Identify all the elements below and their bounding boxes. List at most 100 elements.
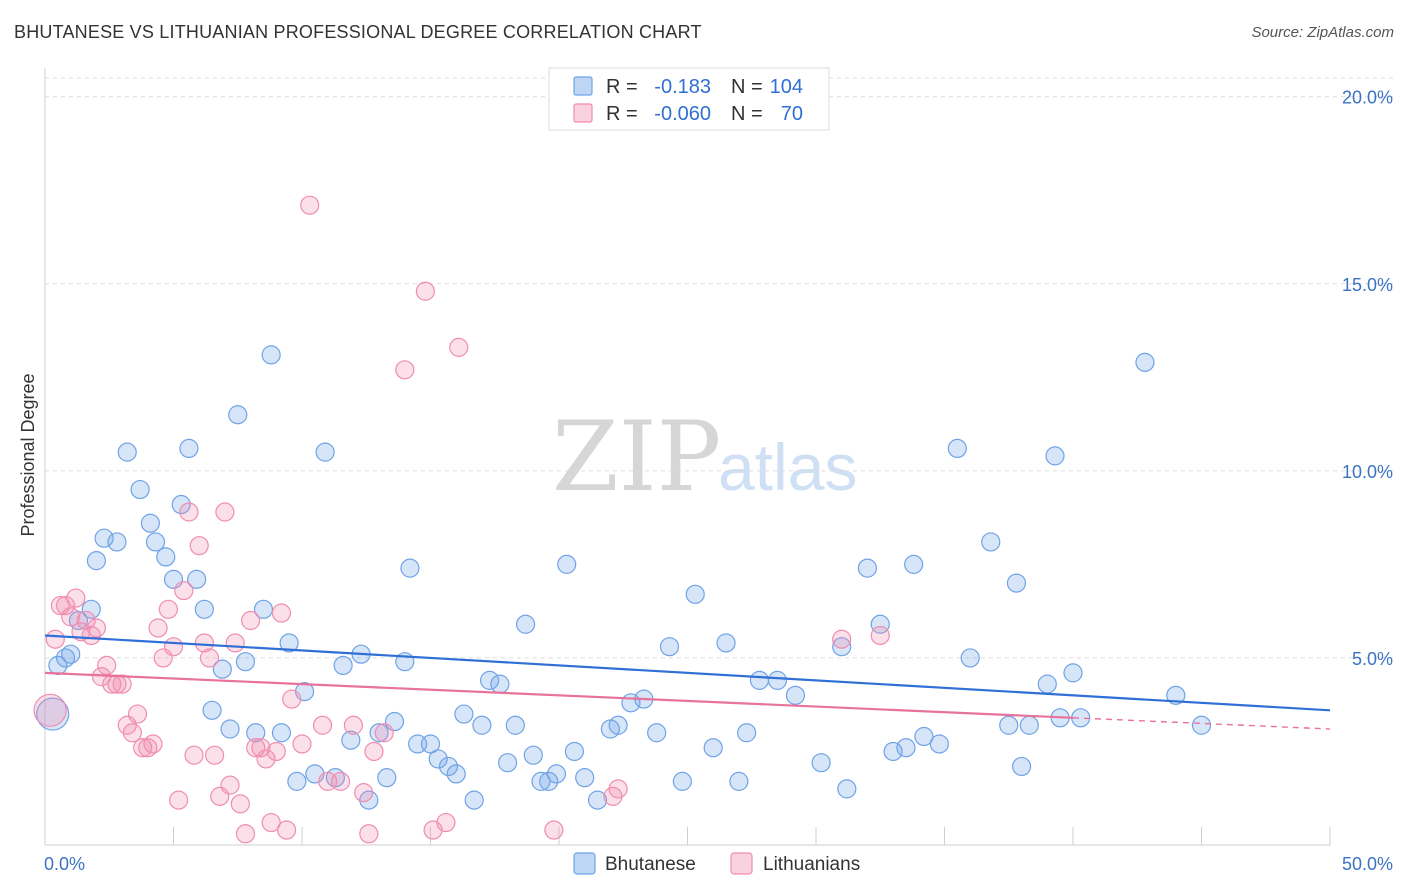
point-bhutanese	[117, 442, 137, 462]
point-bhutanese	[86, 551, 107, 571]
x-tick-labels: 0.0% 50.0%	[44, 854, 1393, 874]
point-bhutanese	[857, 558, 878, 578]
point-bhutanese	[202, 700, 222, 720]
point-bhutanese	[914, 726, 934, 747]
watermark: ZIP atlas	[552, 401, 857, 513]
point-lithuanians	[55, 595, 76, 616]
y-tick-label: 10.0%	[1342, 462, 1393, 482]
point-bhutanese	[130, 479, 150, 500]
point-lithuanians	[241, 610, 261, 631]
point-lithuanians	[266, 741, 286, 762]
point-lithuanians	[330, 771, 351, 791]
series-legend-swatch-lithuanians	[730, 852, 753, 875]
legend-n-value-1: 70	[781, 103, 803, 125]
point-bhutanese	[811, 753, 831, 773]
stats-legend-box	[548, 67, 830, 131]
point-bhutanese	[55, 648, 76, 668]
series-legend-swatch-bhutanese	[573, 852, 596, 875]
series-legend-label-lithuanians: Lithuanians	[763, 854, 860, 875]
point-lithuanians	[364, 741, 384, 762]
point-lithuanians	[215, 502, 235, 522]
point-bhutanese	[1006, 573, 1027, 593]
point-bhutanese	[235, 652, 256, 672]
point-bhutanese	[1011, 756, 1032, 777]
watermark-zip: ZIP	[552, 401, 721, 513]
point-lithuanians	[133, 738, 153, 758]
point-bhutanese	[287, 771, 307, 791]
trend-line-lithuanians-extension	[1072, 717, 1331, 730]
point-lithuanians	[158, 599, 178, 619]
point-lithuanians	[225, 633, 245, 653]
point-lithuanians	[230, 794, 250, 814]
point-bhutanese	[837, 779, 857, 799]
point-bhutanese	[61, 644, 81, 664]
point-bhutanese	[1037, 674, 1057, 694]
point-bhutanese	[377, 768, 397, 788]
point-bhutanese	[904, 554, 924, 574]
point-bhutanese	[81, 599, 101, 619]
point-bhutanese	[749, 670, 770, 690]
point-bhutanese	[438, 756, 459, 777]
point-bhutanese	[729, 771, 749, 791]
point-lithuanians	[276, 820, 297, 840]
point-bhutanese	[369, 723, 389, 743]
point-lithuanians	[449, 337, 469, 357]
point-bhutanese	[515, 614, 536, 634]
point-lithuanians	[256, 749, 276, 769]
point-lithuanians	[261, 812, 281, 833]
point-bhutanese	[454, 704, 474, 724]
point-lithuanians	[66, 588, 86, 608]
point-bhutanese	[156, 547, 176, 567]
point-lithuanians	[61, 607, 81, 627]
point-lithuanians	[184, 745, 204, 765]
legend-swatch-lithuanians	[573, 103, 593, 123]
point-bhutanese	[1166, 685, 1186, 705]
point-bhutanese	[246, 723, 266, 743]
point-lithuanians	[194, 633, 214, 653]
point-bhutanese	[539, 771, 559, 791]
point-bhutanese	[279, 633, 299, 653]
point-bhutanese	[220, 719, 240, 739]
point-bhutanese	[94, 528, 114, 548]
point-bhutanese	[498, 753, 518, 773]
point-bhutanese	[767, 670, 788, 690]
point-bhutanese	[531, 771, 551, 791]
y-tick-label: 15.0%	[1342, 275, 1393, 295]
point-lithuanians	[205, 745, 225, 765]
point-bhutanese	[929, 734, 949, 754]
point-lithuanians	[832, 629, 852, 649]
point-lithuanians	[199, 648, 220, 668]
point-bhutanese	[1063, 663, 1083, 683]
point-bhutanese	[737, 723, 757, 743]
legend-n-label-1: N =	[731, 103, 763, 125]
y-tick-labels: 5.0% 10.0% 15.0% 20.0%	[1342, 88, 1393, 669]
point-bhutanese	[253, 599, 274, 619]
point-bhutanese	[981, 532, 1001, 552]
point-lithuanians	[122, 723, 142, 743]
point-bhutanese	[140, 513, 160, 533]
point-bhutanese	[1135, 352, 1155, 372]
point-bhutanese	[194, 599, 214, 619]
point-lithuanians	[436, 812, 456, 833]
point-bhutanese	[228, 405, 248, 425]
point-bhutanese	[428, 749, 448, 769]
point-bhutanese	[420, 734, 441, 754]
point-lithuanians	[292, 734, 312, 754]
point-bhutanese	[480, 670, 500, 690]
point-lithuanians	[179, 502, 199, 522]
point-bhutanese	[1019, 715, 1039, 735]
point-bhutanese	[785, 685, 806, 705]
point-bhutanese	[575, 768, 595, 788]
point-lithuanians	[870, 625, 890, 646]
x-tick-label-min: 0.0%	[44, 854, 85, 874]
point-lithuanians	[271, 603, 292, 623]
point-lithuanians	[97, 655, 117, 676]
point-bhutanese	[523, 745, 543, 765]
legend-r-label-0: R =	[606, 76, 638, 98]
y-axis-label: Professional Degree	[18, 373, 38, 536]
point-lithuanians	[45, 629, 65, 649]
point-bhutanese	[171, 494, 191, 515]
point-bhutanese	[212, 659, 232, 679]
point-lithuanians	[544, 820, 564, 840]
point-lithuanians	[374, 723, 394, 743]
